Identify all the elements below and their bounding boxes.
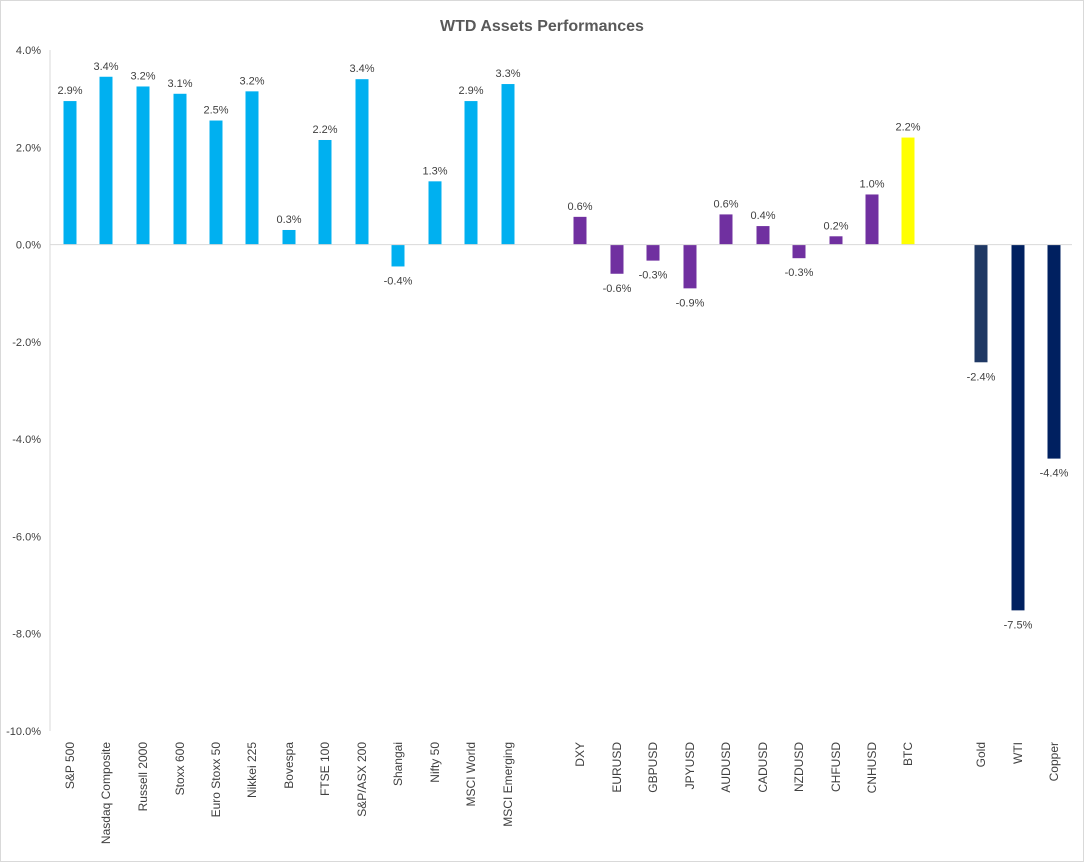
y-tick-label: 4.0% — [16, 45, 41, 57]
bar — [756, 226, 770, 245]
data-label: -0.3% — [639, 270, 668, 282]
category-label: Nikkei 225 — [245, 742, 259, 798]
bar — [1047, 244, 1061, 459]
category-label: DXY — [573, 742, 587, 767]
data-label: 3.2% — [239, 75, 264, 87]
category-label: Gold — [974, 742, 988, 767]
category-label: FTSE 100 — [318, 742, 332, 796]
y-tick-label: 2.0% — [16, 142, 41, 154]
bar — [646, 244, 660, 261]
data-label: 3.4% — [349, 63, 374, 75]
data-label: 0.6% — [713, 198, 738, 210]
data-label: -0.6% — [603, 283, 632, 295]
data-label: 1.3% — [422, 165, 447, 177]
category-label: CADUSD — [756, 742, 770, 793]
category-label: Nasdaq Composite — [99, 742, 113, 844]
category-label: Russell 2000 — [136, 742, 150, 812]
category-label: EURUSD — [610, 742, 624, 793]
bar — [355, 79, 369, 245]
category-label: MSCI World — [464, 742, 478, 806]
category-labels: S&P 500 Nasdaq Composite Russell 2000 Stoxx… — [63, 742, 1061, 844]
category-label: JPYUSD — [683, 742, 697, 790]
bar — [1011, 244, 1025, 611]
data-label: 2.5% — [203, 105, 228, 117]
data-label: 0.2% — [823, 220, 848, 232]
category-label: Stoxx 600 — [173, 742, 187, 796]
bar — [974, 244, 988, 363]
data-label: 2.9% — [57, 85, 82, 97]
y-tick-label: 0.0% — [16, 240, 41, 252]
data-label: -0.9% — [676, 297, 705, 309]
chart-title: WTD Assets Performances — [440, 18, 644, 35]
bar — [501, 84, 515, 245]
bar — [719, 214, 733, 245]
y-tick-label: -2.0% — [12, 337, 41, 349]
y-tick-label: -10.0% — [6, 726, 41, 738]
bar — [428, 181, 442, 245]
bar — [829, 236, 843, 245]
data-label: 2.2% — [895, 122, 920, 134]
bar — [99, 76, 113, 245]
y-tick-label: -8.0% — [12, 629, 41, 641]
data-label: -2.4% — [967, 371, 996, 383]
data-label: -0.3% — [785, 267, 814, 279]
y-axis: 4.0% 2.0% 0.0% -2.0% -4.0% -6.0% -8.0% -10.0% — [6, 45, 51, 738]
data-label: 0.6% — [567, 201, 592, 213]
data-label: -7.5% — [1004, 619, 1033, 631]
bar — [610, 244, 624, 274]
y-tick-label: -6.0% — [12, 531, 41, 543]
data-label: 3.2% — [130, 70, 155, 82]
data-label: 0.3% — [276, 214, 301, 226]
category-label: GBPUSD — [646, 742, 660, 793]
bar — [792, 244, 806, 259]
category-label: Nifty 50 — [428, 742, 442, 783]
category-label: WTI — [1011, 742, 1025, 764]
bars — [63, 76, 1061, 611]
bar — [209, 120, 223, 245]
category-label: BTC — [901, 742, 915, 766]
category-label: MSCI Emerging — [501, 742, 515, 827]
bar — [282, 229, 296, 245]
bar — [136, 86, 150, 245]
bar — [683, 244, 697, 289]
bar — [245, 91, 259, 245]
data-label: 3.1% — [167, 78, 192, 90]
bar — [464, 101, 478, 245]
data-label: 2.2% — [312, 124, 337, 136]
category-label: AUDUSD — [719, 742, 733, 793]
bar — [573, 216, 587, 245]
category-label: CHFUSD — [829, 742, 843, 792]
y-tick-label: -4.0% — [12, 434, 41, 446]
data-label: -4.4% — [1040, 468, 1069, 480]
category-label: Bovespa — [282, 742, 296, 789]
bar — [173, 93, 187, 245]
bar — [901, 137, 915, 245]
data-label: 3.3% — [495, 68, 520, 80]
data-label: -0.4% — [384, 275, 413, 287]
category-label: Copper — [1047, 742, 1061, 781]
data-label: 3.4% — [93, 61, 118, 73]
category-label: CNHUSD — [865, 742, 879, 794]
data-label: 1.0% — [859, 178, 884, 190]
data-label: 0.4% — [750, 210, 775, 222]
data-labels: 2.9% 3.4% 3.2% 3.1% 2.5% 3.2% 0.3% 2.2% 3.4% -0.4… — [57, 61, 1068, 632]
bar — [318, 139, 332, 245]
bar — [391, 244, 405, 267]
category-label: S&P/ASX 200 — [355, 742, 369, 817]
bar — [865, 194, 879, 245]
category-label: NZDUSD — [792, 742, 806, 792]
bar — [63, 101, 77, 245]
category-label: Shangai — [391, 742, 405, 786]
category-label: Euro Stoxx 50 — [209, 742, 223, 818]
data-label: 2.9% — [458, 85, 483, 97]
category-label: S&P 500 — [63, 742, 77, 789]
